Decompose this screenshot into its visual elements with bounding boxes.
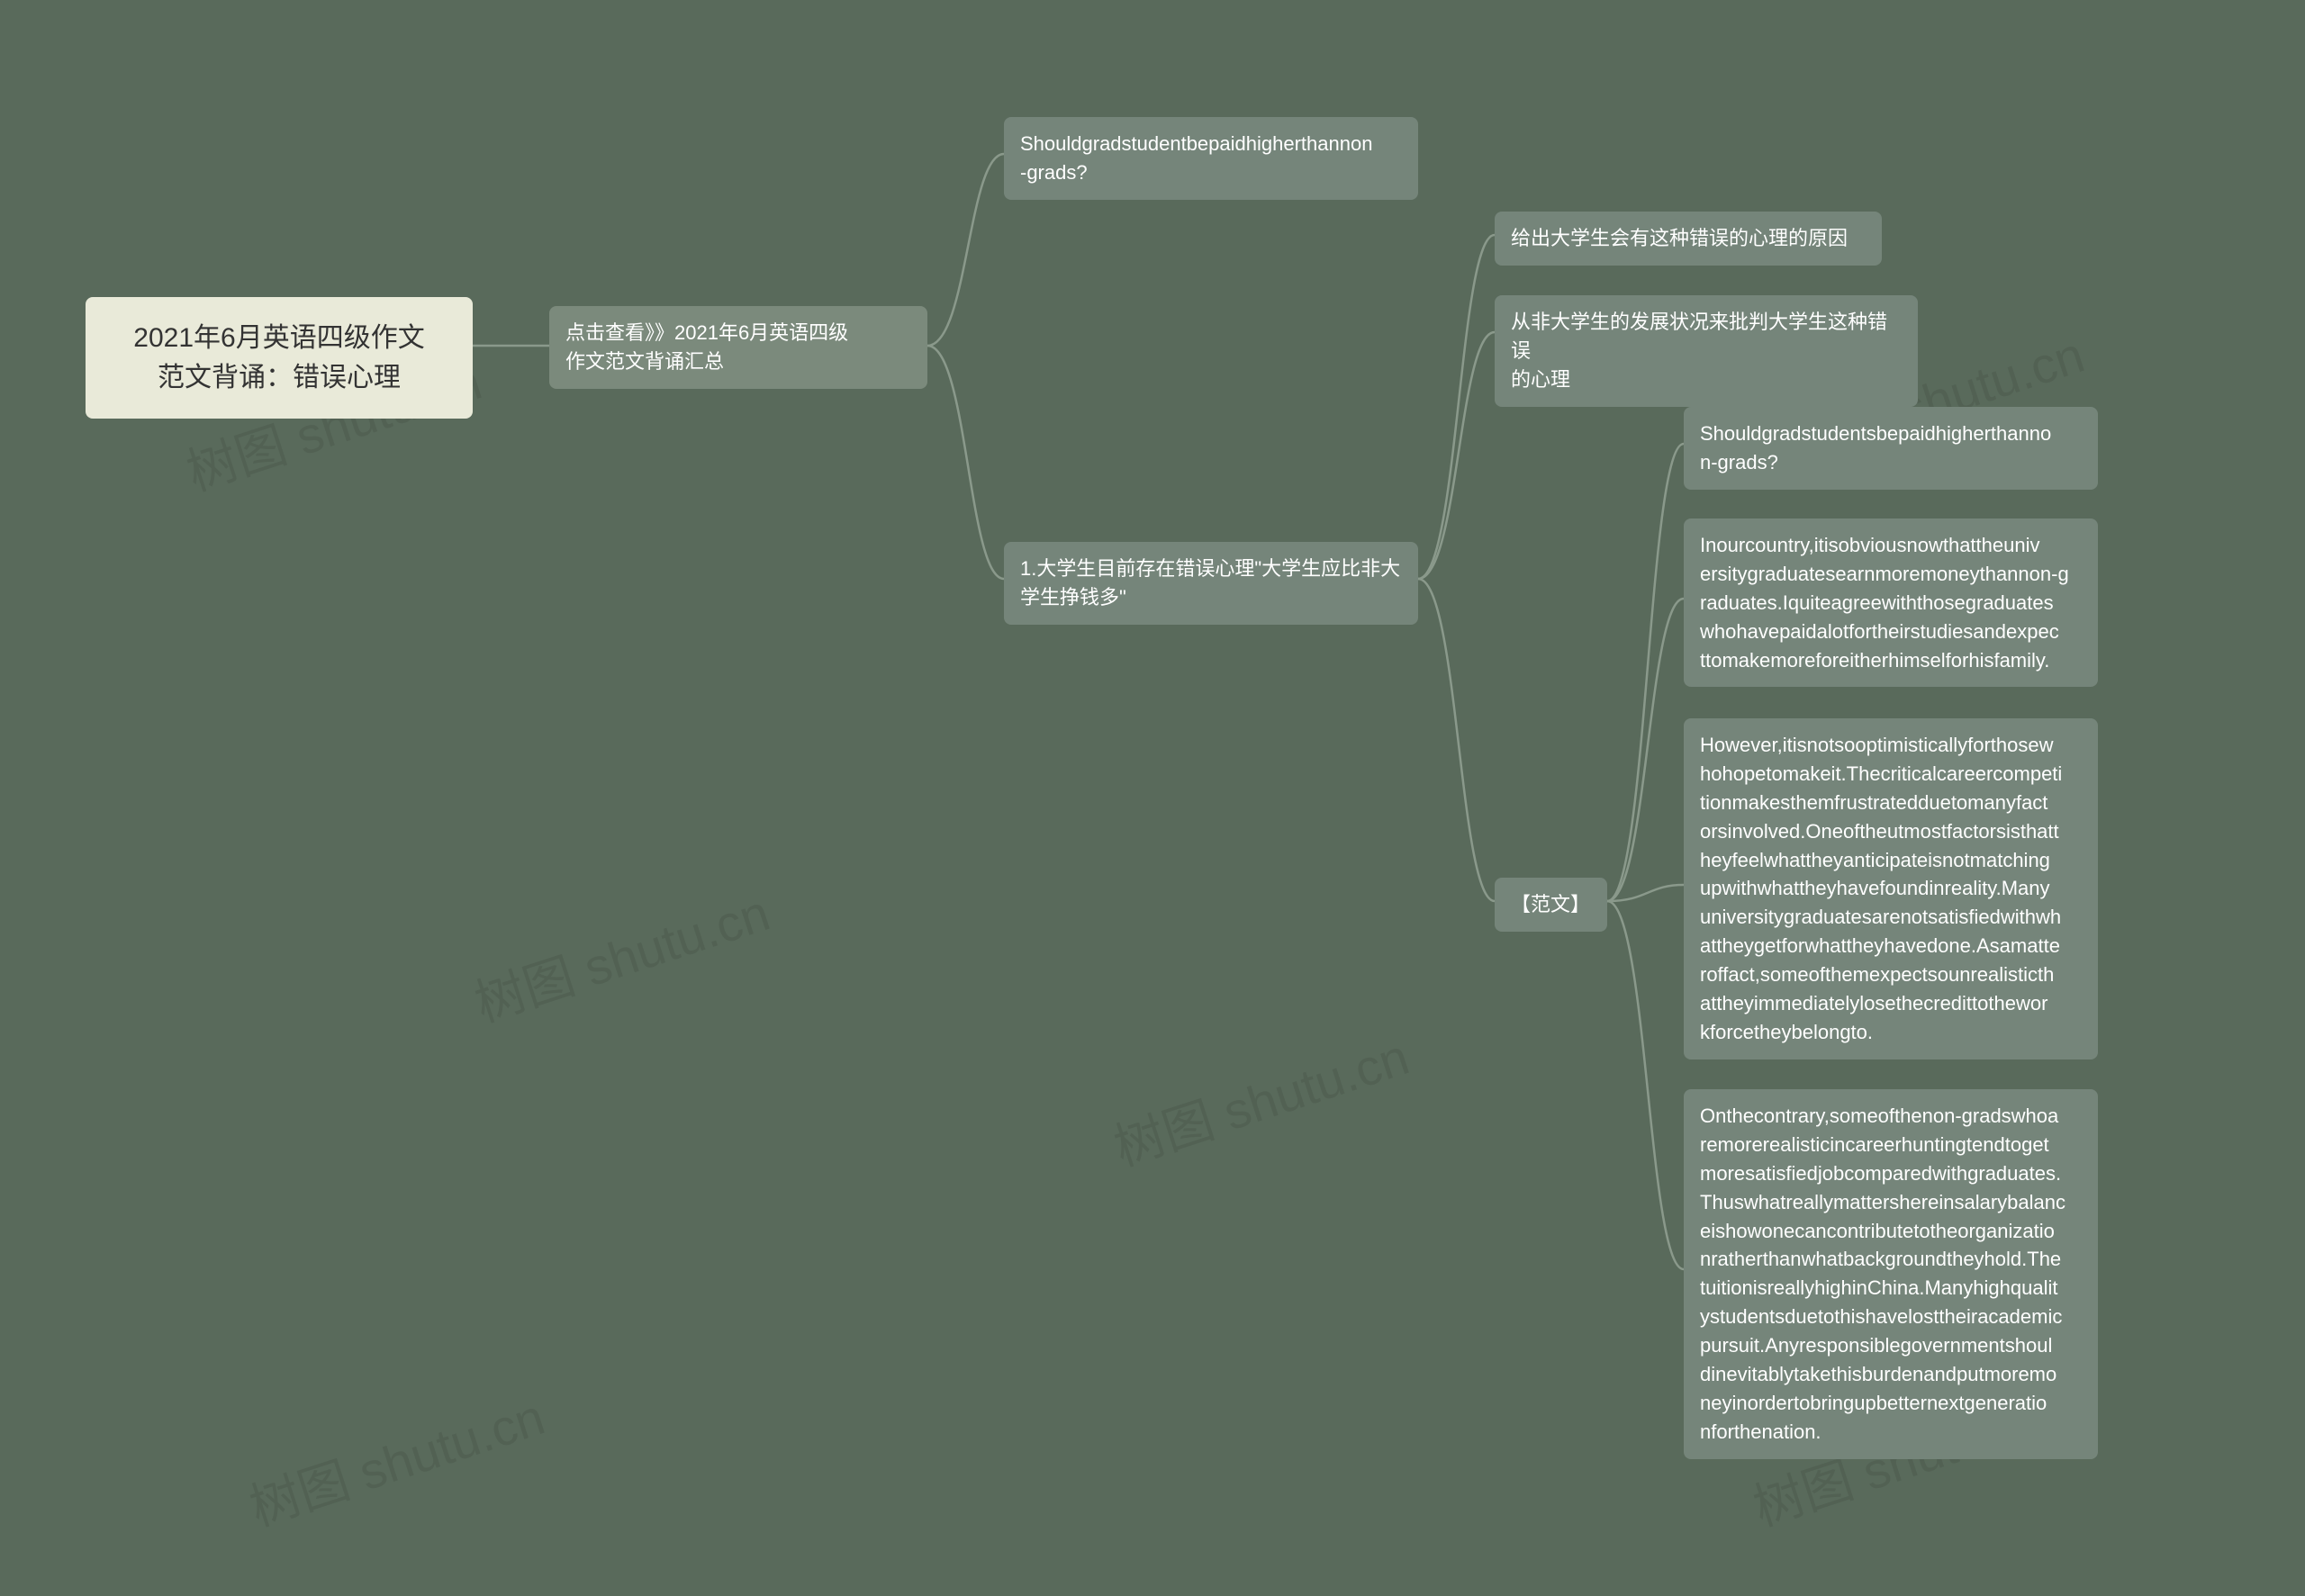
node-text: Shouldgradstudentsbepaidhigherthanno n-g… bbox=[1700, 422, 2051, 473]
mindmap-node[interactable]: 给出大学生会有这种错误的心理的原因 bbox=[1495, 212, 1882, 266]
mindmap-node[interactable]: 点击查看》》2021年6月英语四级 作文范文背诵汇总 bbox=[549, 306, 927, 389]
watermark: 树图 shutu.cn bbox=[240, 1377, 553, 1541]
node-text: Inourcountry,itisobviousnowthattheuniv e… bbox=[1700, 534, 2069, 672]
watermark: 树图 shutu.cn bbox=[465, 873, 778, 1037]
node-text: Shouldgradstudentbepaidhigherthannon -gr… bbox=[1020, 132, 1372, 184]
node-text: However,itisnotsooptimisticallyforthosew… bbox=[1700, 734, 2062, 1043]
node-text: 2021年6月英语四级作文 范文背诵：错误心理 bbox=[133, 323, 424, 392]
node-text: 【范文】 bbox=[1511, 893, 1590, 915]
edge bbox=[1418, 332, 1495, 579]
edge bbox=[1607, 901, 1684, 1269]
edge bbox=[927, 154, 1004, 346]
mindmap-root[interactable]: 2021年6月英语四级作文 范文背诵：错误心理 bbox=[86, 297, 473, 419]
edge bbox=[1607, 885, 1684, 901]
mindmap-node[interactable]: Onthecontrary,someofthenon-gradswhoa rem… bbox=[1684, 1089, 2098, 1459]
mindmap-node[interactable]: Inourcountry,itisobviousnowthattheuniv e… bbox=[1684, 518, 2098, 687]
edge bbox=[1607, 444, 1684, 901]
mindmap-node[interactable]: Shouldgradstudentsbepaidhigherthanno n-g… bbox=[1684, 407, 2098, 490]
node-text: 给出大学生会有这种错误的心理的原因 bbox=[1511, 227, 1848, 249]
node-text: 从非大学生的发展状况来批判大学生这种错误 的心理 bbox=[1511, 311, 1887, 391]
node-text: 1.大学生目前存在错误心理"大学生应比非大 学生挣钱多" bbox=[1020, 557, 1400, 609]
mindmap-node[interactable]: 从非大学生的发展状况来批判大学生这种错误 的心理 bbox=[1495, 295, 1918, 407]
node-text: Onthecontrary,someofthenon-gradswhoa rem… bbox=[1700, 1105, 2065, 1443]
mindmap-node[interactable]: 1.大学生目前存在错误心理"大学生应比非大 学生挣钱多" bbox=[1004, 542, 1418, 625]
edge bbox=[1418, 235, 1495, 579]
mindmap-node[interactable]: Shouldgradstudentbepaidhigherthannon -gr… bbox=[1004, 117, 1418, 200]
mindmap-node[interactable]: 【范文】 bbox=[1495, 878, 1607, 932]
watermark: 树图 shutu.cn bbox=[1104, 1017, 1417, 1181]
edge bbox=[1418, 579, 1495, 901]
node-text: 点击查看》》2021年6月英语四级 作文范文背诵汇总 bbox=[565, 321, 848, 373]
edge bbox=[927, 346, 1004, 579]
edge bbox=[1607, 599, 1684, 901]
mindmap-node[interactable]: However,itisnotsooptimisticallyforthosew… bbox=[1684, 718, 2098, 1059]
